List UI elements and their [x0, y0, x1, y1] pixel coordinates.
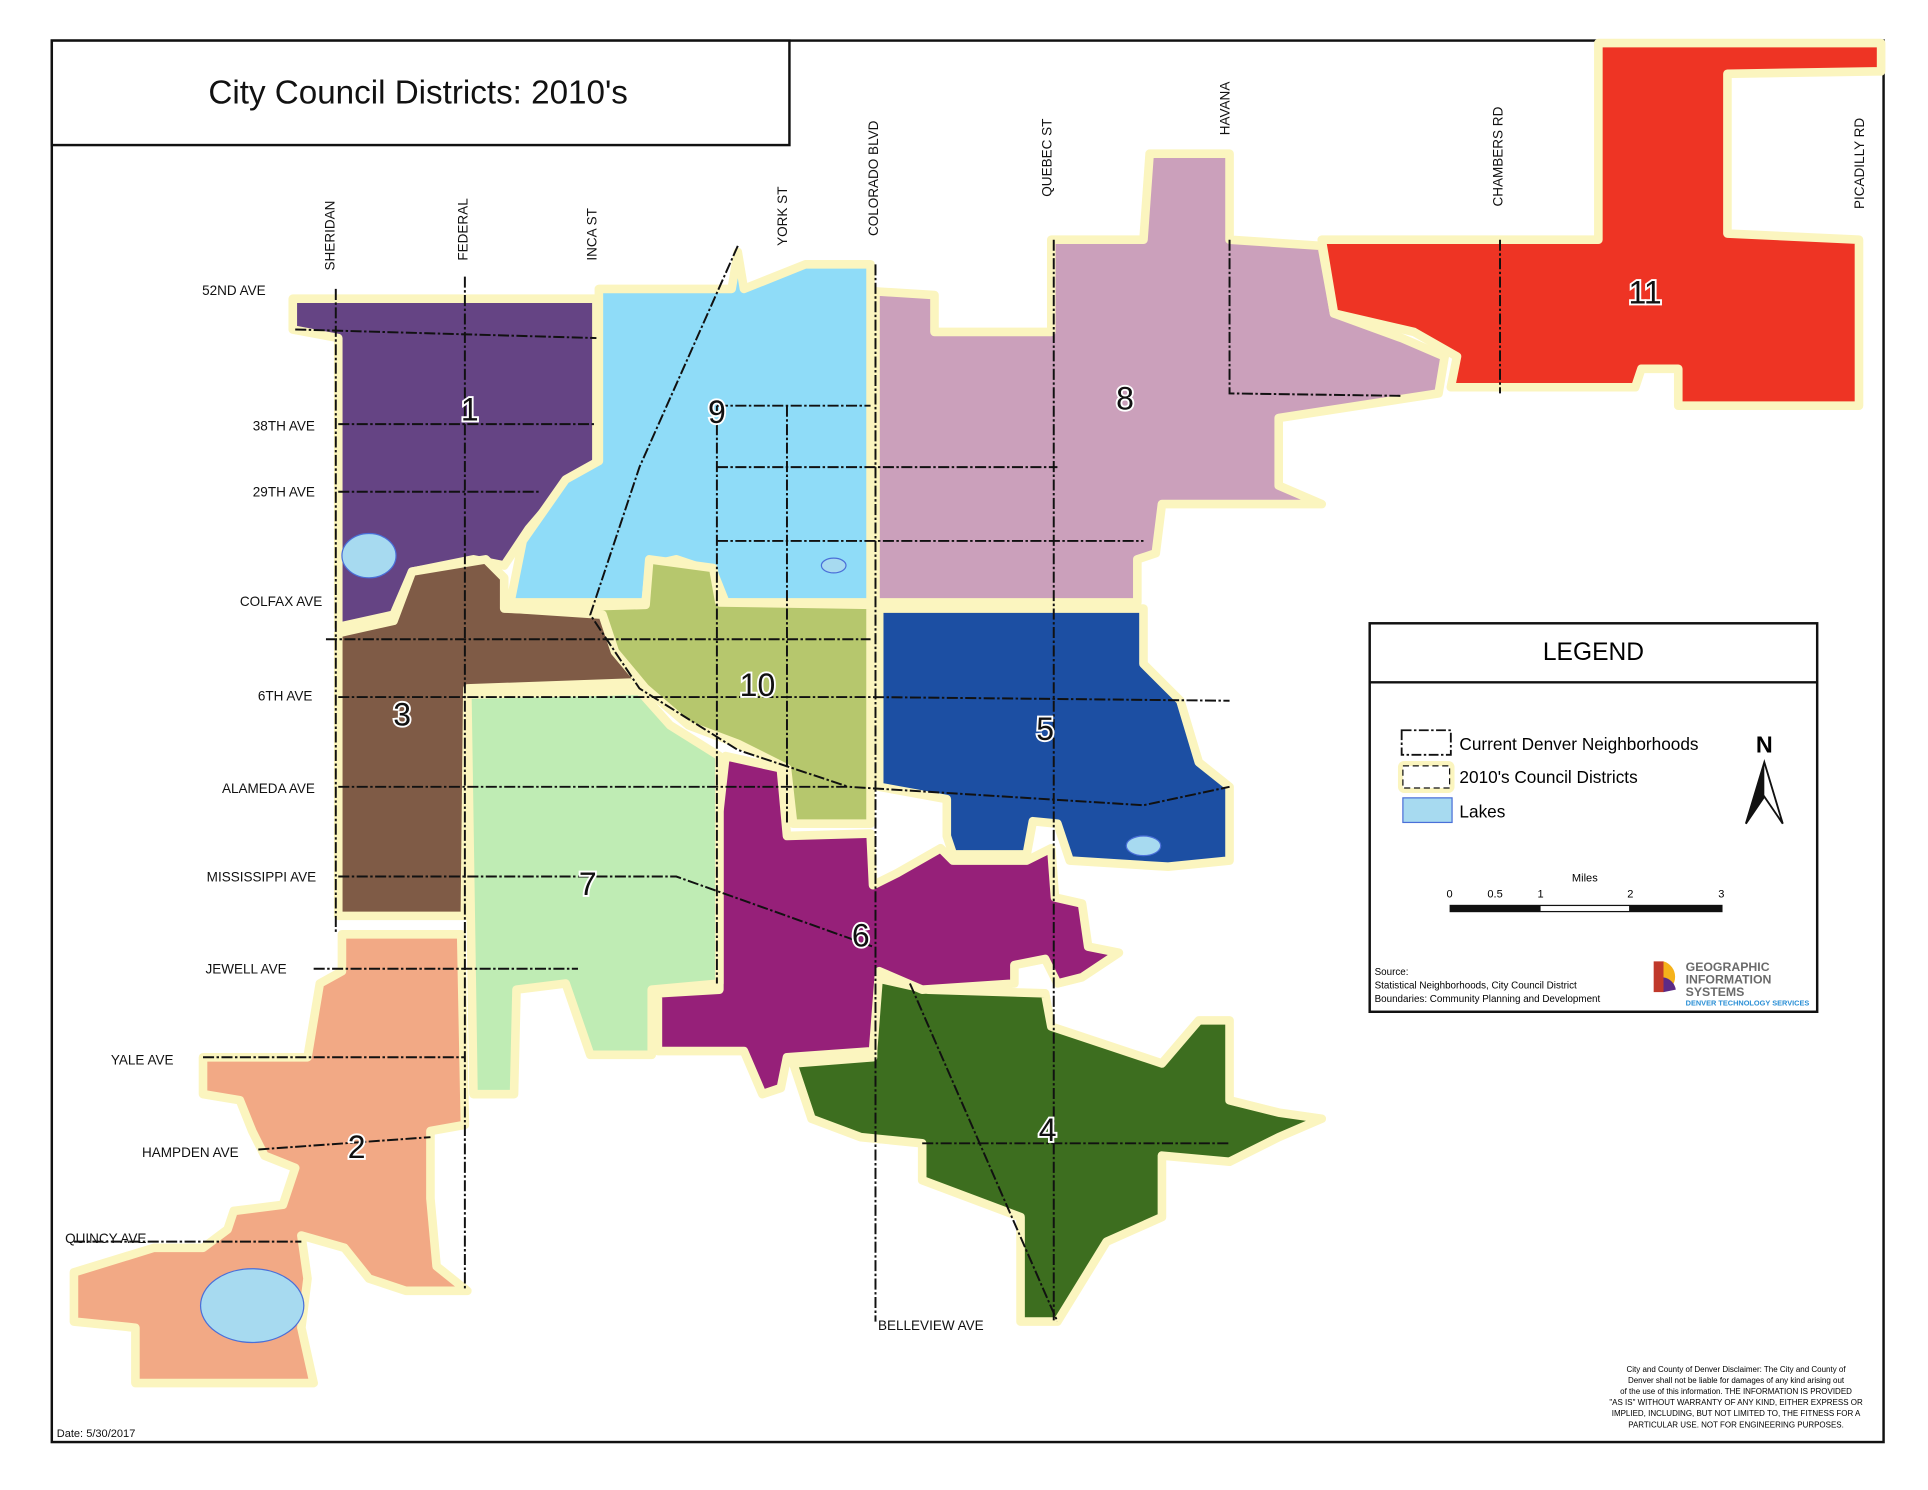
disclaimer-line: of the use of this information. THE INFO…: [1620, 1387, 1852, 1396]
north-label: N: [1756, 731, 1773, 757]
svg-text:GEOGRAPHIC: GEOGRAPHIC: [1686, 960, 1770, 974]
lake: [1125, 835, 1162, 857]
street-labels: SHERIDAN FEDERAL INCA ST YORK ST COLORADO BL…: [65, 82, 1867, 1334]
disclaimer-line: PARTICULAR USE. NOT FOR ENGINEERING PURP…: [1628, 1420, 1844, 1429]
disclaimer-line: IMPLIED, INCLUDING, BUT NOT LIMITED TO, …: [1612, 1409, 1861, 1418]
svg-text:INFORMATION: INFORMATION: [1686, 972, 1772, 986]
source-label: Source:: [1375, 967, 1409, 978]
lake: [820, 557, 847, 574]
title-box: [50, 39, 791, 147]
street-label: JEWELL AVE: [205, 962, 286, 977]
disclaimer: City and County of Denver Disclaimer: Th…: [1609, 1365, 1863, 1429]
street-label: COLORADO BLVD: [866, 120, 881, 236]
scale-unit: Miles: [1572, 872, 1598, 884]
source-text: Boundaries: Community Planning and Devel…: [1375, 994, 1601, 1005]
district-6[interactable]: [653, 751, 1124, 1099]
district-number: 5: [1036, 711, 1054, 747]
district-number: 6: [852, 918, 870, 954]
street-label: QUINCY AVE: [65, 1231, 146, 1246]
district-number: 10: [740, 667, 776, 703]
legend: LEGEND Current Denver Neighborhoods 2010…: [1368, 622, 1819, 1014]
street-label: CHAMBERS RD: [1490, 106, 1505, 206]
svg-text:0.5: 0.5: [1487, 888, 1502, 900]
svg-text:SYSTEMS: SYSTEMS: [1686, 985, 1745, 999]
lake: [341, 532, 397, 579]
street-label: 29TH AVE: [253, 485, 315, 500]
district-number: 3: [393, 696, 411, 732]
district-4[interactable]: [788, 973, 1327, 1326]
district-number: 11: [1628, 275, 1661, 311]
gis-logo: GEOGRAPHIC INFORMATION SYSTEMS DENVER TE…: [1653, 960, 1810, 1008]
legend-title: LEGEND: [1543, 639, 1644, 666]
street-label: BELLEVIEW AVE: [878, 1318, 984, 1333]
neighborhood-swatch: [1400, 729, 1452, 756]
svg-text:2: 2: [1627, 888, 1633, 900]
legend-item: 2010's Council Districts: [1459, 767, 1637, 787]
district-number: 7: [579, 866, 597, 902]
street-label: ALAMEDA AVE: [222, 781, 315, 796]
street-label: YORK ST: [775, 187, 790, 246]
district-number: 1: [461, 391, 479, 427]
scale-bar: 0 0.5 1 2 3: [1447, 888, 1724, 913]
source-text: Statistical Neighborhoods, City Council …: [1375, 980, 1577, 991]
street-label: 38TH AVE: [253, 418, 315, 433]
street-label: 52ND AVE: [202, 283, 266, 298]
lake: [199, 1268, 305, 1344]
disclaimer-line: Denver shall not be liable for damages o…: [1628, 1376, 1845, 1385]
svg-text:0: 0: [1447, 888, 1453, 900]
disclaimer-line: City and County of Denver Disclaimer: Th…: [1627, 1365, 1847, 1374]
street-label: MISSISSIPPI AVE: [207, 869, 316, 884]
legend-item: Lakes: [1459, 802, 1505, 822]
legend-item: Current Denver Neighborhoods: [1459, 734, 1698, 754]
district-10[interactable]: [506, 555, 875, 828]
district-11[interactable]: [1317, 38, 1886, 410]
street-label: SHERIDAN: [323, 201, 338, 271]
lake-swatch: [1402, 797, 1453, 824]
district-7[interactable]: [463, 686, 724, 1099]
svg-text:1: 1: [1537, 888, 1543, 900]
district-number: 9: [708, 394, 726, 430]
svg-text:3: 3: [1718, 888, 1724, 900]
street-label: FEDERAL: [455, 198, 470, 261]
district-number: 2: [348, 1129, 366, 1165]
svg-text:DENVER TECHNOLOGY SERVICES: DENVER TECHNOLOGY SERVICES: [1686, 999, 1810, 1008]
roads: [73, 239, 1501, 1322]
date-label: Date: 5/30/2017: [57, 1428, 136, 1440]
street-label: YALE AVE: [111, 1053, 174, 1068]
street-label: COLFAX AVE: [240, 594, 322, 609]
street-label: HAVANA: [1218, 82, 1233, 136]
street-label: PICADILLY RD: [1852, 118, 1867, 209]
street-label: HAMPDEN AVE: [142, 1145, 239, 1160]
districts: [69, 38, 1886, 1388]
map-title: City Council Districts: 2010's: [208, 74, 627, 111]
district-8[interactable]: [871, 149, 1449, 607]
disclaimer-line: "AS IS" WITHOUT WARRANTY OF ANY KIND, EI…: [1609, 1398, 1863, 1407]
district-number: 4: [1039, 1112, 1057, 1148]
district-number: 8: [1116, 380, 1134, 416]
street-label: 6TH AVE: [258, 689, 313, 704]
district-2[interactable]: [69, 930, 472, 1388]
street-label: INCA ST: [584, 208, 599, 261]
street-label: QUEBEC ST: [1039, 119, 1054, 197]
